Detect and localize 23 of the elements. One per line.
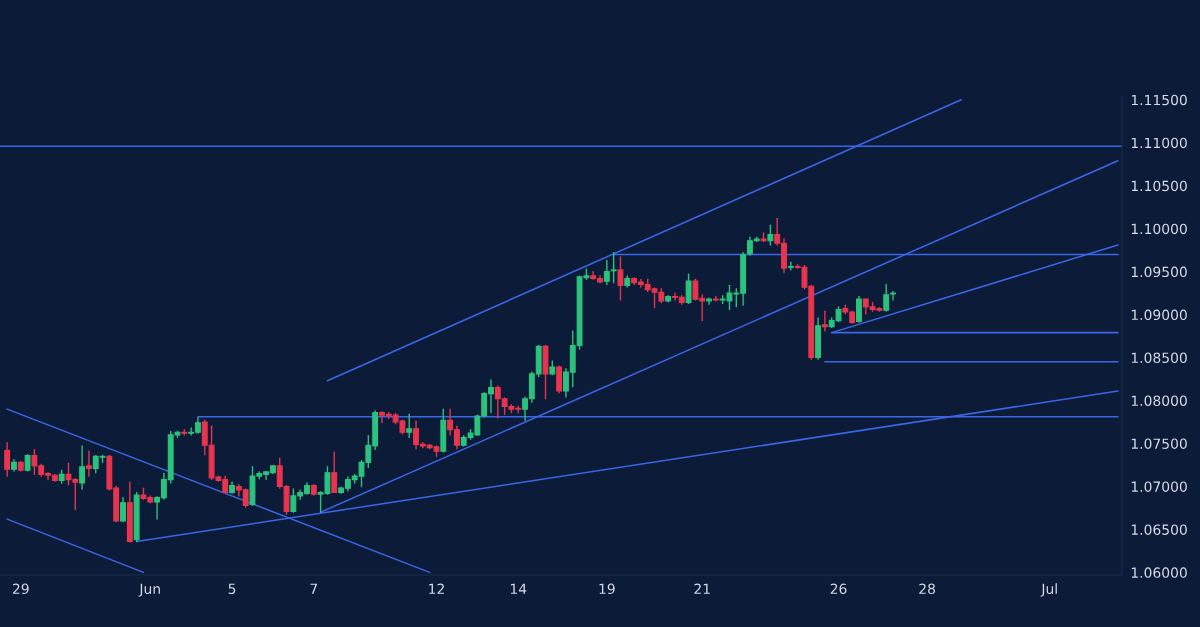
x-tick-label: 12 — [429, 583, 444, 594]
x-tick-label: 21 — [694, 583, 710, 594]
x-tick-label: Jul — [1040, 583, 1057, 597]
x-tick-label: Jun — [138, 583, 160, 597]
x-tick-label: 7 — [310, 583, 318, 594]
y-tick-label: 1.07500 — [1131, 438, 1187, 449]
y-tick-label: 1.09000 — [1131, 309, 1187, 321]
x-tick-label: 28 — [919, 583, 935, 595]
y-tick-label: 1.08500 — [1131, 352, 1187, 364]
y-tick-label: 1.11000 — [1131, 137, 1187, 149]
y-tick-label: 1.06000 — [1131, 567, 1187, 578]
y-tick-label: 1.08000 — [1131, 395, 1187, 406]
y-tick-label: 1.07000 — [1131, 481, 1187, 492]
y-tick-label: 1.11500 — [1131, 94, 1187, 106]
x-tick-label: 26 — [830, 583, 847, 595]
y-tick-label: 1.09500 — [1131, 266, 1187, 278]
x-tick-label: 5 — [228, 583, 236, 595]
x-tick-label: 14 — [510, 583, 527, 594]
y-tick-label: 1.06500 — [1131, 524, 1187, 535]
x-tick-label: 19 — [599, 583, 615, 595]
x-tick-label: 29 — [12, 583, 29, 595]
y-tick-label: 1.10500 — [1131, 180, 1187, 192]
y-tick-label: 1.10000 — [1131, 223, 1187, 235]
